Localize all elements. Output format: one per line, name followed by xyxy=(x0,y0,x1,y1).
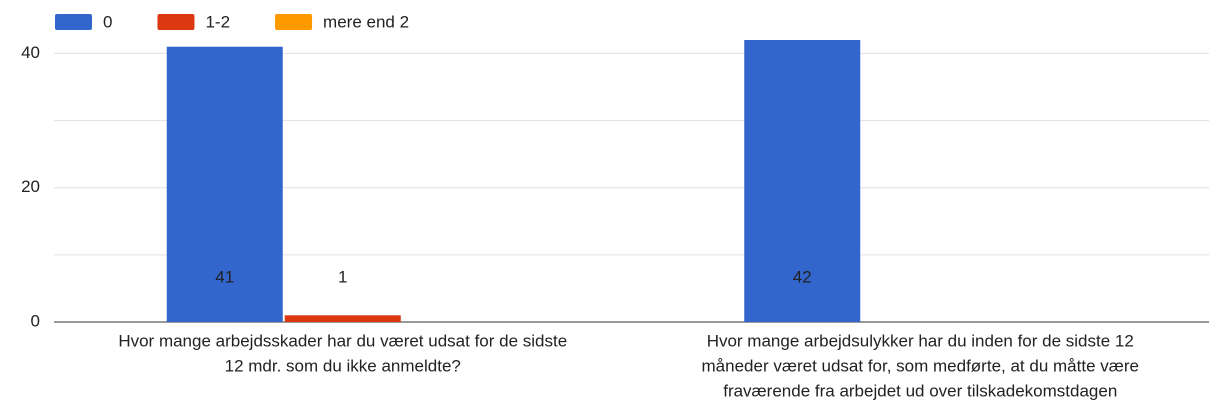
y-tick-label: 40 xyxy=(21,43,40,62)
x-tick-label: Hvor mange arbejdsskader har du været ud… xyxy=(118,331,567,350)
legend-swatch xyxy=(55,14,92,30)
legend-label: mere end 2 xyxy=(323,12,409,31)
data-label: 1 xyxy=(338,267,347,286)
legend-label: 1-2 xyxy=(205,12,230,31)
bar xyxy=(744,40,861,322)
legend-swatch xyxy=(157,14,195,30)
x-tick-label: fraværende fra arbejdet ud over tilskade… xyxy=(723,381,1117,400)
bar xyxy=(166,46,283,322)
bar xyxy=(284,315,401,322)
data-label: 41 xyxy=(215,267,234,286)
y-tick-label: 20 xyxy=(21,177,40,196)
legend-label: 0 xyxy=(103,12,112,31)
legend-swatch xyxy=(275,14,313,30)
x-tick-label: Hvor mange arbejdsulykker har du inden f… xyxy=(707,331,1134,350)
x-tick-label: 12 mdr. som du ikke anmeldte? xyxy=(225,356,461,375)
x-tick-label: måneder været udsat for, som medførte, a… xyxy=(702,356,1139,375)
y-tick-label: 0 xyxy=(31,311,40,330)
data-label: 42 xyxy=(793,267,812,286)
